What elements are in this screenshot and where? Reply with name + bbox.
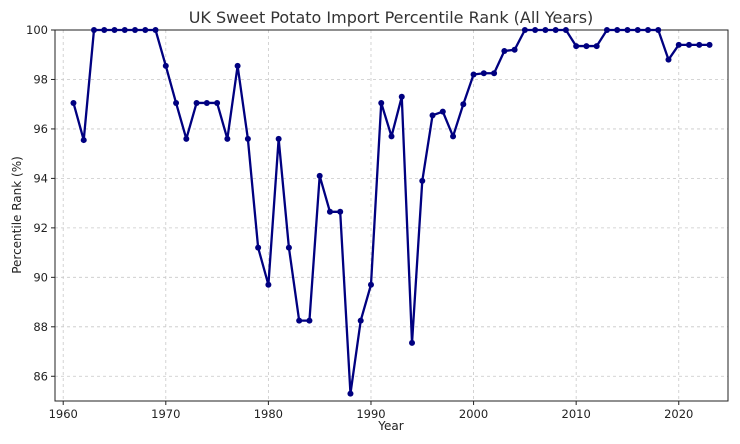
data-point [234,62,241,69]
data-point [101,27,108,33]
data-point [275,135,282,142]
data-point [214,99,221,106]
data-point [460,101,467,108]
data-point [603,27,610,33]
chart-title: UK Sweet Potato Import Percentile Rank (… [189,8,594,27]
data-point [593,43,600,50]
data-point [306,317,313,324]
data-point [696,41,703,48]
data-point [183,135,190,142]
data-point [624,27,631,33]
data-point [439,108,446,115]
data-point [511,46,518,53]
y-tick-label: 92 [33,221,48,235]
x-tick-label: 1970 [151,407,180,421]
data-point [244,135,251,142]
data-point [450,133,457,140]
data-point [409,339,416,346]
x-axis-label: Year [377,419,403,433]
grid-layer [55,29,728,401]
data-point [634,27,641,33]
data-point [224,135,231,142]
data-point [542,27,549,33]
data-point [152,27,159,33]
data-point [367,281,374,288]
series-layer [70,27,713,397]
data-point [398,93,405,100]
data-point [357,317,364,324]
data-point [162,62,169,69]
data-point [552,27,559,33]
y-axis-ticks: 86 88 90 92 94 96 98 100 [26,23,55,383]
data-point [111,27,118,33]
data-point [90,27,97,33]
data-point [655,27,662,33]
data-point [265,281,272,288]
data-point [378,99,385,106]
data-point [316,172,323,179]
data-point [470,71,477,78]
data-point [193,99,200,106]
data-point [70,99,77,106]
data-point [429,112,436,119]
x-tick-label: 1990 [356,407,385,421]
plot-frame [54,29,729,402]
x-tick-label: 1960 [49,407,78,421]
data-point [501,48,508,55]
x-axis-ticks: 1960 1970 1980 1990 2000 2010 2020 [49,401,693,421]
data-point [675,41,682,48]
y-tick-label: 98 [33,72,48,86]
data-point [686,41,693,48]
data-point [121,27,128,33]
data-point [255,244,262,251]
y-tick-label: 100 [26,23,48,37]
data-point [491,70,498,77]
y-tick-label: 96 [33,122,48,136]
data-point [347,390,354,397]
y-tick-label: 90 [33,270,48,284]
x-tick-label: 2010 [562,407,591,421]
data-point [285,244,292,251]
data-point [521,27,528,33]
data-point [573,43,580,50]
y-tick-label: 94 [33,171,48,185]
y-tick-label: 88 [33,320,48,334]
data-point [614,27,621,33]
data-point [665,56,672,63]
data-point [326,208,333,215]
data-point [644,27,651,33]
y-tick-label: 86 [33,369,48,383]
data-point [296,317,303,324]
data-point [142,27,149,33]
data-point [173,99,180,106]
data-point [388,133,395,140]
data-point [532,27,539,33]
x-tick-label: 2000 [459,407,488,421]
data-point [132,27,139,33]
data-point [337,208,344,215]
data-point [480,70,487,77]
series-line [72,28,710,395]
data-point [706,41,713,48]
data-point [80,137,87,144]
y-axis-label: Percentile Rank (%) [10,156,24,274]
data-point [419,177,426,184]
data-point [562,27,569,33]
data-point [583,43,590,50]
x-tick-label: 1980 [254,407,283,421]
x-tick-label: 2020 [664,407,693,421]
data-point [203,99,210,106]
